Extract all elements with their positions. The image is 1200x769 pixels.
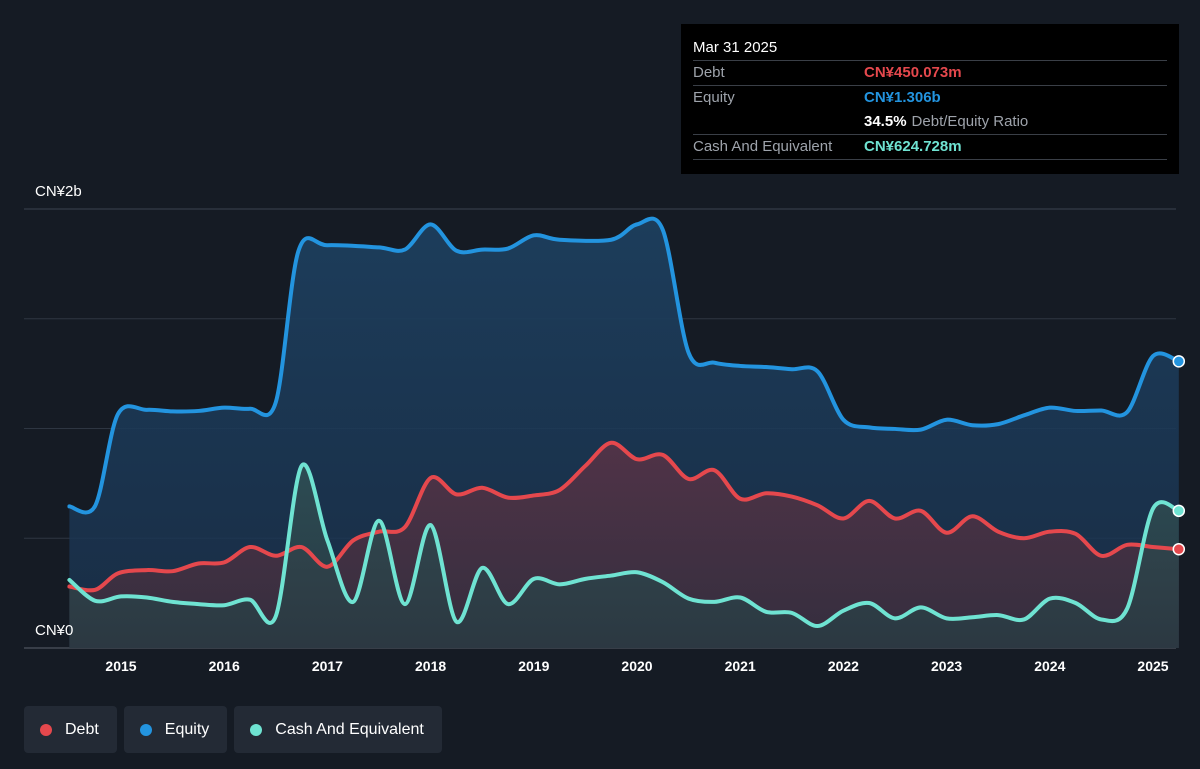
tooltip-date: Mar 31 2025 [693, 39, 778, 56]
tooltip-ratio-value: 34.5% [864, 113, 907, 130]
y-tick-label-max: CN¥2b [35, 183, 82, 200]
tooltip-debt-row: Debt CN¥450.073m [693, 60, 1167, 85]
cash-line [67, 462, 1181, 629]
tooltip-cash-label: Cash And Equivalent [693, 138, 833, 155]
legend-cash-dot-icon [250, 723, 263, 736]
x-tick-label: 2024 [1034, 658, 1066, 674]
tooltip-ratio-row: 34.5% Debt/Equity Ratio [693, 110, 1167, 134]
x-tick-label: 2017 [311, 658, 343, 674]
debt-line [67, 440, 1181, 593]
tooltip-panel: Mar 31 2025 Debt CN¥450.073m Equity CN¥1… [681, 24, 1179, 174]
tooltip-cash-row: Cash And Equivalent CN¥624.728m [693, 134, 1167, 160]
x-tick-label: 2023 [931, 658, 963, 674]
tooltip-debt-value: CN¥450.073m [864, 64, 962, 81]
tooltip-equity-row: Equity CN¥1.306b [693, 85, 1167, 110]
legend: Debt Equity Cash And Equivalent [24, 706, 442, 753]
legend-equity-dot-icon [139, 723, 152, 736]
cash-end-point [1172, 504, 1186, 518]
legend-debt-label: Debt [65, 720, 99, 738]
legend-equity-label: Equity [164, 720, 210, 738]
debt-equity-chart [24, 208, 1186, 649]
x-tick-label: 2018 [415, 658, 447, 674]
tooltip-ratio-label: Debt/Equity Ratio [911, 113, 1029, 130]
tooltip-equity-label: Equity [693, 89, 735, 106]
x-tick-label: 2016 [208, 658, 240, 674]
legend-debt-dot-icon [40, 723, 52, 736]
x-tick-label: 2025 [1137, 658, 1169, 674]
x-tick-label: 2020 [621, 658, 653, 674]
x-tick-label: 2015 [105, 658, 137, 674]
legend-item-debt[interactable]: Debt [24, 706, 117, 753]
y-tick-label-zero: CN¥0 [35, 622, 74, 639]
x-tick-label: 2019 [518, 658, 550, 674]
tooltip-equity-value: CN¥1.306b [864, 89, 941, 106]
tooltip-debt-label: Debt [693, 64, 725, 81]
cash-area [69, 464, 1179, 648]
x-tick-label: 2021 [724, 658, 756, 674]
debt-end-point [1172, 542, 1186, 556]
equity-line [67, 216, 1181, 515]
legend-cash-label: Cash And Equivalent [275, 720, 424, 738]
legend-item-cash[interactable]: Cash And Equivalent [234, 706, 442, 753]
equity-end-point [1172, 355, 1186, 368]
legend-item-equity[interactable]: Equity [123, 706, 228, 753]
tooltip-cash-value: CN¥624.728m [864, 138, 962, 155]
x-tick-label: 2022 [827, 658, 859, 674]
